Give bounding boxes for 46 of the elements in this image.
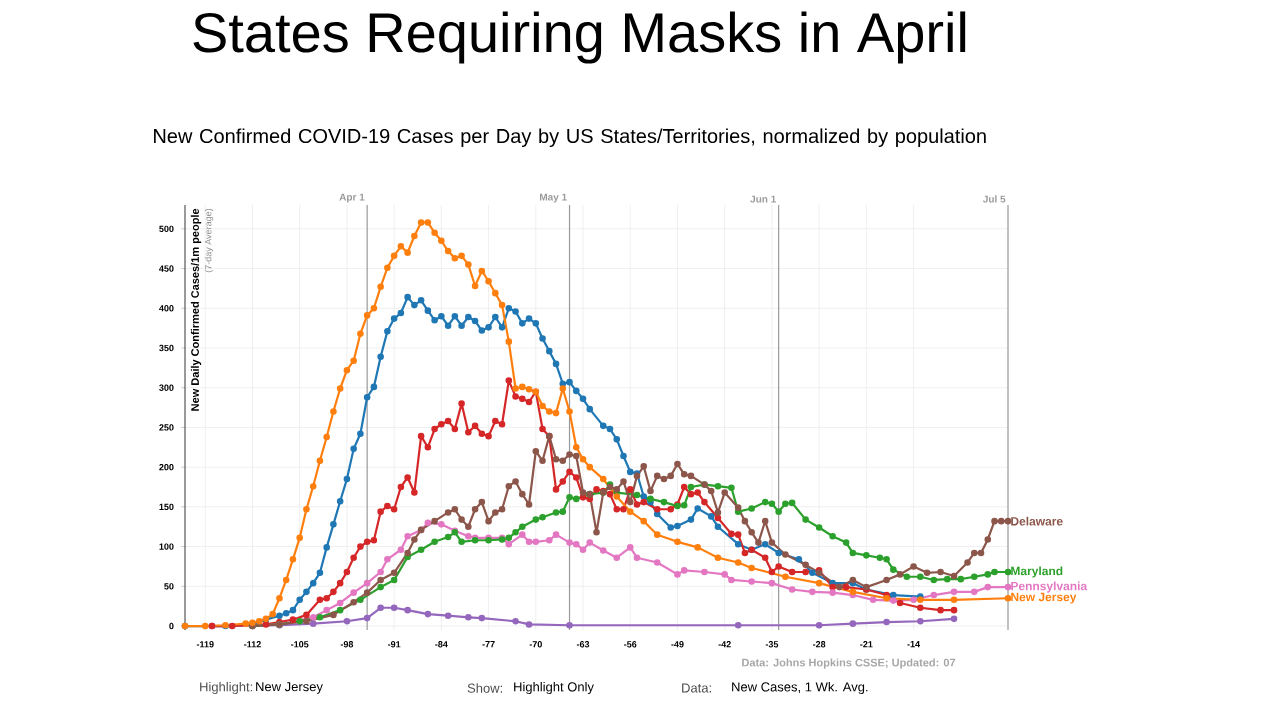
chart-title: States Requiring Masks in April — [193, 11, 966, 64]
ref-line-label: Apr 1 — [339, 193, 365, 203]
series-label: Maryland — [1011, 566, 1063, 578]
y-tick-label: 0 — [169, 622, 174, 630]
annotation: (7-day Average) — [204, 208, 214, 273]
x-tick-label: -56 — [624, 641, 637, 648]
x-tick-label: -84 — [435, 641, 448, 648]
series-label: New Jersey — [1011, 592, 1077, 604]
y-tick-label: 150 — [159, 503, 174, 511]
text: Data: — [682, 683, 711, 693]
x-tick-label: -70 — [529, 641, 542, 648]
ref-line-label: Jul 5 — [982, 195, 1006, 203]
x-tick-label: -28 — [812, 641, 826, 648]
x-tick-label: -105 — [291, 641, 309, 648]
x-tick-label: -112 — [244, 641, 261, 648]
x-tick-label: -119 — [196, 641, 214, 648]
y-tick-label: 100 — [159, 543, 174, 550]
y-tick-label: 350 — [159, 344, 174, 352]
chart-subtitle: New Confirmed COVID-19 Cases per Day by US States/Territories, normalized by population — [154, 128, 986, 148]
text: New Jersey — [256, 682, 323, 694]
y-tick-label: 500 — [159, 225, 174, 233]
x-tick-label: -98 — [340, 641, 354, 648]
x-tick-label: -21 — [860, 641, 873, 648]
text: Data: Johns Hopkins CSSE; Updated: 07 — [742, 658, 956, 669]
x-tick-label: -91 — [387, 641, 401, 648]
text: Show: — [467, 683, 502, 693]
y-tick-label: 50 — [164, 583, 174, 590]
y-axis-title: New Daily Confirmed Cases/1m people — [190, 208, 202, 411]
ref-line-label: Jun 1 — [750, 195, 776, 203]
x-tick-label: -77 — [482, 641, 495, 648]
x-tick-label: -49 — [671, 641, 684, 648]
text: Highlight Only — [514, 681, 594, 695]
text: New Cases, 1 Wk. Avg. — [732, 681, 868, 695]
y-tick-label: 300 — [159, 384, 174, 391]
y-tick-label: 450 — [159, 265, 174, 272]
series-label: Delaware — [1011, 516, 1063, 526]
y-tick-label: 400 — [159, 305, 174, 312]
text: Highlight: — [200, 681, 253, 695]
y-tick-label: 200 — [159, 463, 174, 471]
ref-line-label: May 1 — [539, 193, 567, 203]
x-tick-label: -42 — [718, 641, 731, 648]
x-tick-label: -63 — [576, 641, 590, 648]
x-tick-label: -35 — [765, 641, 779, 648]
y-tick-label: 250 — [159, 424, 174, 431]
series-label: Pennsylvania — [1011, 581, 1088, 593]
x-tick-label: -14 — [907, 641, 921, 648]
